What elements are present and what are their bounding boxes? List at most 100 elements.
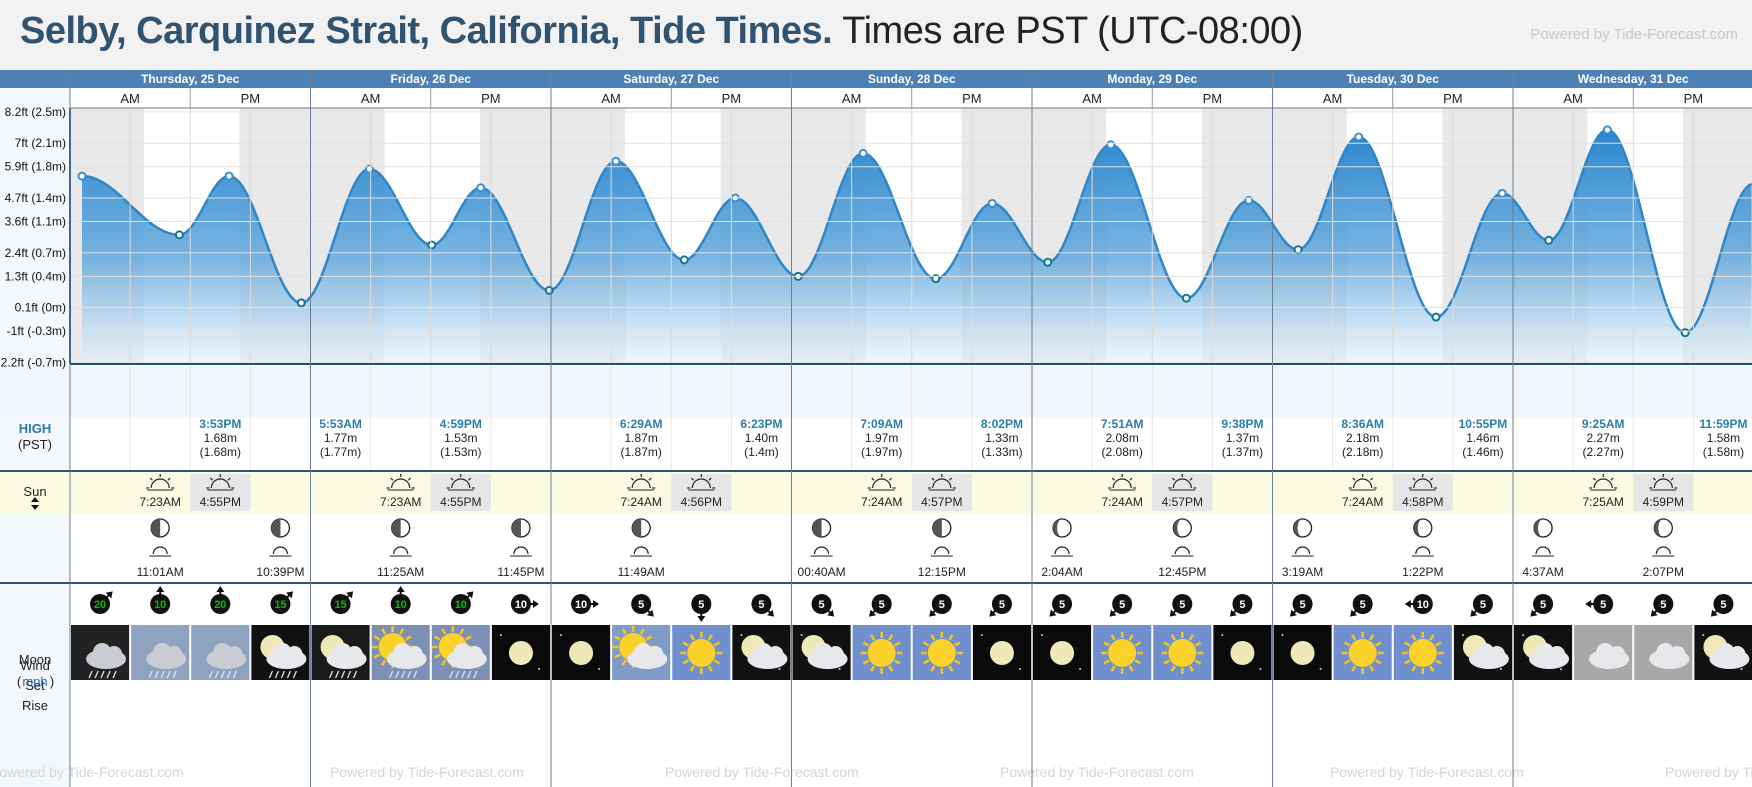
am-label: AM: [1082, 91, 1102, 106]
high-tide-point[interactable]: [476, 183, 486, 193]
high-tide-point[interactable]: [77, 171, 87, 181]
weather-icon: [371, 625, 430, 680]
low-tide-point[interactable]: [296, 298, 306, 308]
sunset-time: 4:55PM: [440, 495, 481, 509]
footer-watermark: Powered by Tide-Forecast.com: [665, 764, 859, 780]
low-tide-point[interactable]: [931, 274, 941, 284]
low-tide-point[interactable]: [427, 240, 437, 250]
weather-icon: [251, 625, 310, 680]
wind-arrow-icon: [827, 609, 835, 617]
tide-chart: HIGH(PST)LOW(PST)10:55AM0.93m(0.93m)3:53…: [0, 70, 1752, 787]
sunset-cell-bg: [911, 474, 972, 511]
high-tide-point[interactable]: [224, 171, 234, 181]
weather-icon: [1333, 625, 1392, 680]
wind-speed: 5: [1600, 599, 1606, 611]
high-tide-point[interactable]: [611, 156, 621, 166]
moon-phase-icon: [1052, 518, 1072, 538]
day-header-label: Wednesday, 31 Dec: [1578, 72, 1689, 86]
moon-phase-icon: [1533, 518, 1553, 538]
low-tide-point[interactable]: [1544, 235, 1554, 245]
high-tide-point[interactable]: [1497, 188, 1507, 198]
high-tide-height-m: 2.18m: [1346, 431, 1379, 445]
high-tide-point[interactable]: [1354, 132, 1364, 142]
high-tide-height-m: 1.37m: [1226, 431, 1259, 445]
wind-speed: 5: [879, 599, 885, 611]
wind-speed: 10: [154, 599, 166, 611]
wind-unit-link[interactable]: mph: [22, 674, 47, 689]
moon-rise-icon: [1051, 546, 1074, 557]
high-tide-time: 5:53AM: [319, 417, 362, 431]
high-tide-height-paren: (1.77m): [320, 445, 361, 459]
sun-row-label: Sun: [23, 484, 46, 499]
weather-icon: [1574, 625, 1633, 680]
low-tide-point[interactable]: [174, 230, 184, 240]
sunrise-time: 7:24AM: [621, 495, 662, 509]
footer-watermark: Powered by Tide-Forecast.com: [330, 764, 524, 780]
sunrise-time: 7:24AM: [1102, 495, 1143, 509]
wind-arrow-icon: [767, 609, 775, 617]
high-tide-point[interactable]: [1106, 140, 1116, 150]
low-tide-point[interactable]: [679, 255, 689, 265]
sunrise-icon: [146, 474, 175, 491]
y-tick-label: 7ft (2.1m): [15, 136, 66, 150]
high-tide-height-m: 1.40m: [745, 431, 778, 445]
sunrise-time: 7:24AM: [861, 495, 902, 509]
wind-unit-paren: (: [17, 674, 22, 689]
wind-arrow-icon: [869, 609, 877, 617]
high-tide-point[interactable]: [987, 199, 997, 209]
low-tide-point[interactable]: [544, 285, 554, 295]
sun-row-bg: [0, 472, 1752, 513]
pm-label: PM: [722, 91, 742, 106]
weather-icon: [792, 625, 851, 680]
low-tide-point[interactable]: [1431, 312, 1441, 322]
wind-indicator: [571, 594, 600, 614]
sunrise-time: 7:23AM: [140, 495, 181, 509]
wind-arrow-icon: [1109, 609, 1117, 617]
wind-arrow-icon: [286, 591, 294, 599]
low-tide-point[interactable]: [1043, 257, 1053, 267]
high-tide-point[interactable]: [858, 148, 868, 158]
wind-speed: 20: [214, 599, 226, 611]
wind-speed: 5: [758, 599, 764, 611]
wind-indicator: [869, 594, 892, 617]
sunset-arrow-icon: [31, 505, 39, 510]
wind-speed: 10: [395, 599, 407, 611]
moon-set-time: 11:25AM: [377, 565, 424, 579]
sunset-cell-bg: [671, 474, 732, 511]
moon-set-icon: [389, 546, 412, 557]
low-tide-point[interactable]: [1680, 328, 1690, 338]
wind-arrow-icon: [156, 586, 165, 592]
wind-arrow-icon: [1404, 600, 1411, 608]
y-tick-label: -1ft (-0.3m): [7, 324, 66, 338]
day-header-label: Monday, 29 Dec: [1107, 72, 1197, 86]
am-label: AM: [120, 91, 140, 106]
wind-speed: 5: [1720, 599, 1726, 611]
moon-set-icon: [630, 546, 653, 557]
y-tick-label: 3.6ft (1.1m): [5, 215, 66, 229]
sunset-icon: [1408, 474, 1437, 491]
moon-rise-time: 00:40AM: [798, 565, 846, 579]
wind-arrow-icon: [1470, 609, 1478, 617]
high-tide-height-m: 1.97m: [865, 431, 898, 445]
wind-indicator: [1710, 594, 1734, 617]
moon-row-label: Moon: [19, 652, 52, 667]
moon-set-time: 12:45PM: [1158, 565, 1206, 579]
high-tide-height-paren: (2.18m): [1342, 445, 1383, 459]
y-tick-label: 4.7ft (1.4m): [5, 191, 66, 205]
high-tide-height-paren: (1.87m): [621, 445, 662, 459]
timezone-note: Times are PST (UTC-08:00): [842, 10, 1303, 52]
row-label-column: [0, 70, 70, 787]
weather-icon: [912, 625, 971, 680]
high-tide-height-paren: (1.97m): [861, 445, 902, 459]
low-tide-point[interactable]: [1181, 293, 1191, 303]
high-tide-point[interactable]: [1602, 125, 1612, 135]
moon-rise-icon: [269, 546, 292, 557]
powered-by-link[interactable]: Powered by Tide-Forecast.com: [1530, 26, 1738, 43]
low-tide-point[interactable]: [1293, 245, 1303, 255]
moon-rise-time: 2:04AM: [1041, 565, 1082, 579]
footer-bg: [70, 680, 1752, 787]
high-tide-point[interactable]: [364, 164, 374, 174]
day-header-label: Sunday, 28 Dec: [868, 72, 956, 86]
moon-set-time: 1:22PM: [1402, 565, 1443, 579]
high-tide-point[interactable]: [1244, 195, 1254, 205]
